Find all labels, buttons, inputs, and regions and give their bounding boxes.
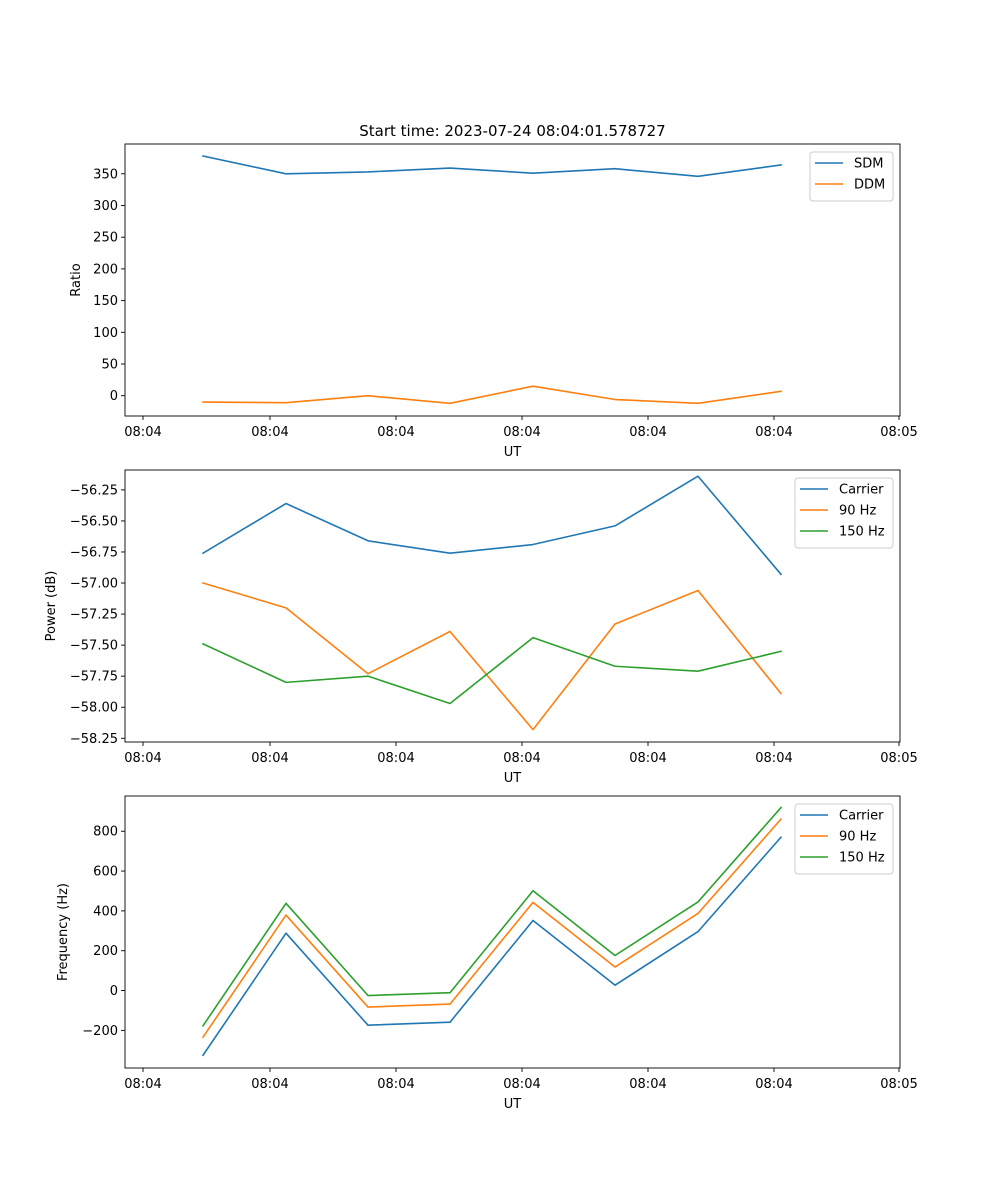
y-tick-label: 200 <box>93 262 118 277</box>
legend-entry: SDM <box>854 157 883 172</box>
y-tick-label: 250 <box>93 231 118 246</box>
x-tick-label: 08:04 <box>124 425 161 440</box>
legend: Carrier 90 Hz 150 Hz <box>794 477 894 549</box>
x-tick-label: 08:04 <box>755 1077 792 1092</box>
legend: Carrier 90 Hz 150 Hz <box>794 803 894 875</box>
y-tick-label: −57.50 <box>70 639 118 654</box>
axes-frame <box>124 795 901 1069</box>
x-tick-label: 08:04 <box>629 1077 666 1092</box>
series-line-carrier <box>201 475 783 576</box>
axes-frame <box>124 143 901 417</box>
x-tick-label: 08:04 <box>251 425 288 440</box>
y-tick-label: −56.50 <box>70 514 118 529</box>
y-tick-label: −56.75 <box>70 545 118 560</box>
subplot-2: 08:04 08:04 08:04 08:04 08:04 08:04 08:05 −58.2… <box>44 469 918 786</box>
series-line-sdm <box>202 155 782 178</box>
y-tick-label: 800 <box>93 825 118 840</box>
legend-entry: DDM <box>854 178 885 193</box>
y-tick-label: −58.25 <box>70 732 118 747</box>
x-tick-label: 08:04 <box>503 425 540 440</box>
legend-frame <box>809 151 894 202</box>
x-tick-label: 08:04 <box>755 751 792 766</box>
legend: SDM DDM <box>809 151 894 202</box>
series-line-150-hz <box>201 636 782 705</box>
x-tick-label: 08:04 <box>124 1077 161 1092</box>
y-tick-label: −58.00 <box>70 701 118 716</box>
chart-title: Start time: 2023-07-24 08:04:01.578727 <box>359 122 665 140</box>
y-tick-label: −200 <box>82 1024 118 1039</box>
x-axis-label: UT <box>504 445 522 460</box>
legend-entry: 150 Hz <box>839 525 885 540</box>
x-tick-label: 08:04 <box>251 1077 288 1092</box>
x-tick-label: 08:04 <box>377 751 414 766</box>
series-line-150-hz <box>201 806 783 1027</box>
y-tick-label: −57.75 <box>70 670 118 685</box>
legend-entry: 90 Hz <box>839 830 876 845</box>
y-tick-label: 400 <box>93 904 118 919</box>
legend-entry: 150 Hz <box>839 851 885 866</box>
y-tick-label: 50 <box>101 358 118 373</box>
subplot-3: 08:04 08:04 08:04 08:04 08:04 08:04 08:05 −200 0… <box>56 795 918 1112</box>
x-tick-label: 08:04 <box>629 751 666 766</box>
y-tick-label: 0 <box>110 389 118 404</box>
series-line-90-hz <box>202 582 783 731</box>
x-axis-label: UT <box>504 771 522 786</box>
series-line-ddm <box>202 385 782 405</box>
x-tick-label: 08:04 <box>503 751 540 766</box>
y-tick-label: 300 <box>93 199 118 214</box>
legend-entry: Carrier <box>839 483 884 498</box>
y-tick-label: 200 <box>93 944 118 959</box>
y-tick-label: 150 <box>93 294 118 309</box>
x-tick-label: 08:04 <box>755 425 792 440</box>
y-tick-label: 0 <box>110 984 118 999</box>
y-tick-label: 350 <box>93 167 118 182</box>
y-tick-label: −56.25 <box>70 483 118 498</box>
x-tick-label: 08:04 <box>629 425 666 440</box>
y-tick-label: −57.00 <box>70 577 118 592</box>
x-tick-label: 08:04 <box>503 1077 540 1092</box>
x-tick-label: 08:05 <box>880 1077 917 1092</box>
x-tick-label: 08:04 <box>251 751 288 766</box>
x-tick-label: 08:04 <box>377 425 414 440</box>
y-axis-label: Ratio <box>69 263 84 296</box>
legend-entry: 90 Hz <box>839 504 876 519</box>
x-tick-label: 08:05 <box>880 751 917 766</box>
series-line-90-hz <box>201 817 783 1039</box>
axes-frame <box>124 469 901 743</box>
legend-entry: Carrier <box>839 809 884 824</box>
x-axis-label: UT <box>504 1097 522 1112</box>
x-tick-label: 08:05 <box>880 425 917 440</box>
y-axis-label: Frequency (Hz) <box>56 883 71 981</box>
subplot-1: 08:04 08:04 08:04 08:04 08:04 08:04 08:05 0 50 10… <box>69 122 918 460</box>
y-tick-label: 600 <box>93 865 118 880</box>
y-tick-label: −57.25 <box>70 608 118 623</box>
x-tick-label: 08:04 <box>124 751 161 766</box>
y-tick-label: 100 <box>93 326 118 341</box>
y-axis-label: Power (dB) <box>44 571 59 642</box>
series-line-carrier <box>201 836 783 1057</box>
x-tick-label: 08:04 <box>377 1077 414 1092</box>
